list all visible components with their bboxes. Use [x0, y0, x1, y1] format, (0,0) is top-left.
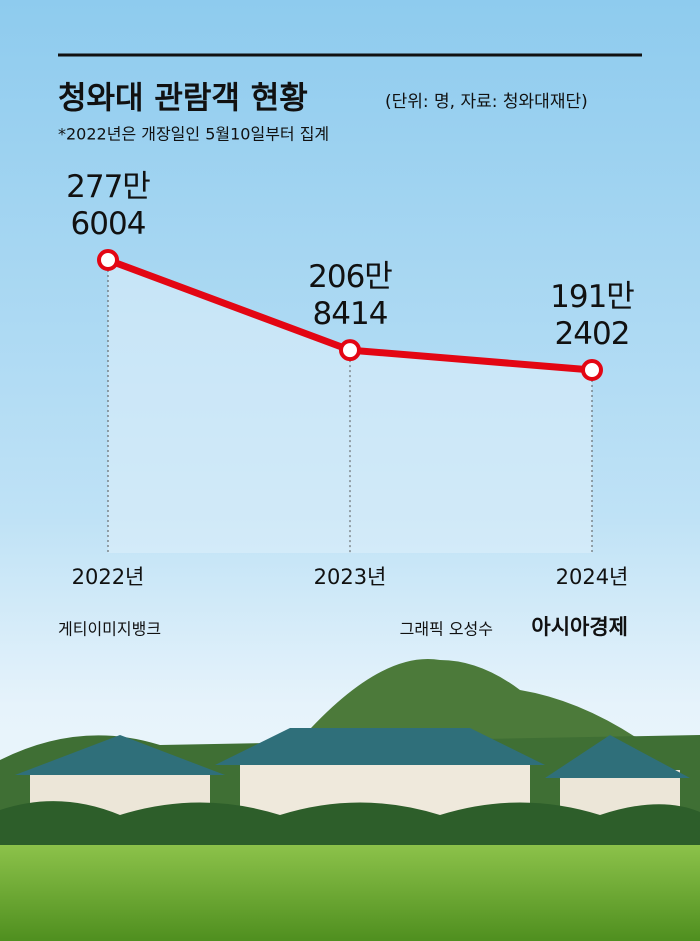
x-tick-label: 2022년	[72, 565, 145, 589]
photo-credit: 게티이미지뱅크	[58, 620, 161, 639]
x-tick-label: 2024년	[556, 565, 629, 589]
chart-note: *2022년은 개장일인 5월10일부터 집계	[58, 125, 329, 144]
point	[339, 339, 361, 362]
point	[581, 359, 603, 381]
photo	[0, 659, 700, 941]
value-label: 206만 8414	[308, 259, 392, 332]
graphic-credit: 그래픽 오성수	[400, 620, 493, 639]
chart-title: 청와대 관람객 현황	[58, 81, 308, 117]
chart-subtitle: (단위: 명, 자료: 청와대재단)	[385, 92, 588, 112]
publisher: 아시아경제	[531, 615, 628, 639]
value-label: 277만 6004	[66, 169, 150, 242]
value-label: 191만 2402	[550, 279, 634, 352]
point	[97, 249, 119, 271]
x-tick-label: 2023년	[314, 565, 387, 589]
